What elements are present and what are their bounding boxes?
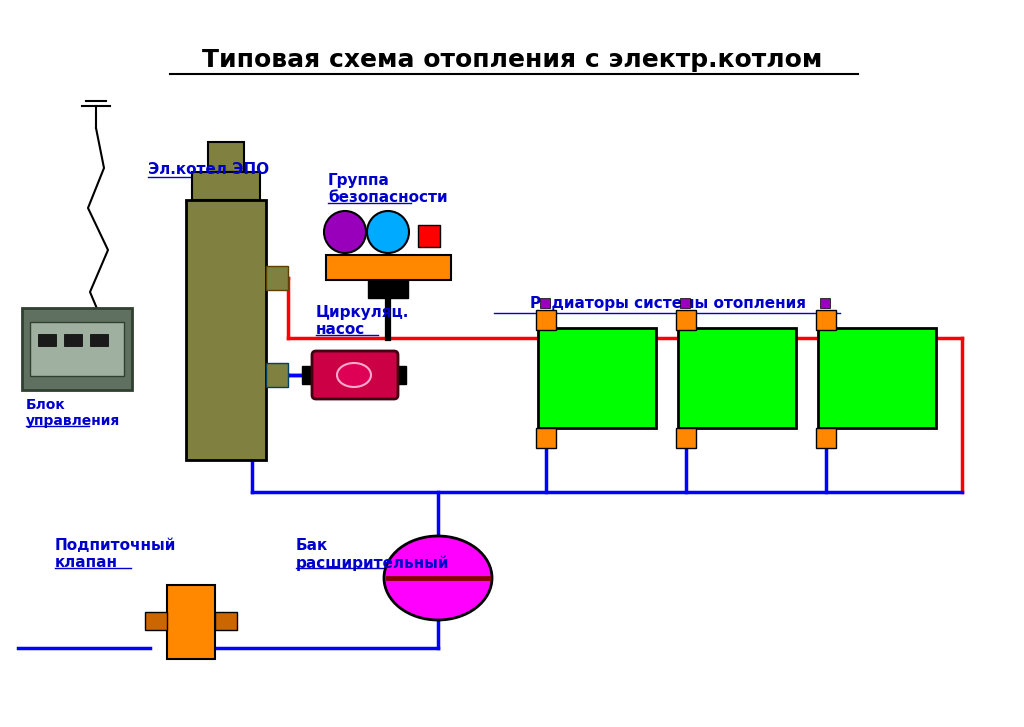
Bar	[266, 266, 288, 290]
Text: Типовая схема отопления с электр.котлом: Типовая схема отопления с электр.котлом	[202, 48, 822, 72]
Bar	[22, 308, 132, 390]
Bar	[820, 298, 830, 308]
Circle shape	[367, 211, 409, 253]
Bar	[145, 612, 167, 630]
Text: Циркуляц.
насос: Циркуляц. насос	[316, 305, 410, 337]
Bar	[676, 310, 696, 330]
FancyBboxPatch shape	[312, 351, 398, 399]
Bar	[536, 310, 556, 330]
Ellipse shape	[337, 363, 371, 387]
Bar	[368, 280, 408, 298]
Bar	[215, 612, 237, 630]
Bar	[540, 298, 550, 308]
Bar	[678, 328, 796, 428]
Bar	[30, 322, 124, 376]
Circle shape	[324, 211, 366, 253]
Bar	[90, 334, 108, 346]
Bar	[193, 172, 260, 200]
Bar	[816, 310, 836, 330]
Ellipse shape	[384, 536, 492, 620]
Bar	[38, 334, 56, 346]
Bar	[266, 363, 288, 387]
Bar	[167, 585, 215, 659]
Text: Бак
расширительный: Бак расширительный	[296, 538, 450, 571]
Bar	[418, 225, 440, 247]
Bar	[680, 298, 690, 308]
Bar	[63, 334, 82, 346]
Bar	[326, 255, 451, 280]
Bar	[676, 428, 696, 448]
Bar	[208, 142, 244, 172]
Bar	[816, 428, 836, 448]
Text: Подпиточный
клапан: Подпиточный клапан	[55, 538, 176, 571]
Text: Группа
безопасности: Группа безопасности	[328, 173, 447, 206]
Bar	[538, 328, 656, 428]
Bar	[186, 200, 266, 460]
Bar	[302, 366, 316, 384]
Bar	[818, 328, 936, 428]
Bar	[536, 428, 556, 448]
Text: Блок
управления: Блок управления	[26, 398, 120, 428]
Text: Радиаторы системы отопления: Радиаторы системы отопления	[530, 296, 806, 311]
Bar	[392, 366, 406, 384]
Text: Эл.котел ЭПО: Эл.котел ЭПО	[148, 162, 269, 177]
